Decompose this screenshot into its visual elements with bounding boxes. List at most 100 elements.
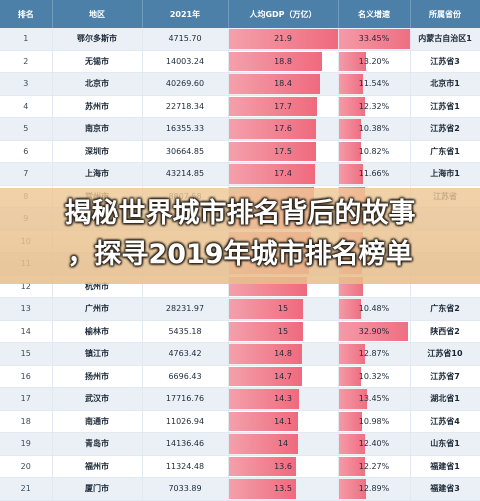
growth-cell-bar <box>338 411 362 431</box>
growth-cell-value: 32.90% <box>358 326 390 336</box>
per-capita-gdp-cell: 18.4 <box>228 72 339 96</box>
headline-text: 揭秘世界城市排名背后的故事 ，探寻2019年城市排名榜单 <box>0 193 480 275</box>
per-capita-gdp-cell-bar <box>228 389 300 409</box>
growth-cell-bar <box>338 389 367 409</box>
province-cell: 上海市1 <box>410 162 480 186</box>
growth-cell: 11.54% <box>338 72 411 96</box>
rank-cell: 6 <box>0 140 53 163</box>
table-row: 2 无锡市 14003.24 18.8 13.20% 江苏省3 <box>0 50 480 73</box>
growth-cell-value: 12.32% <box>358 101 390 111</box>
per-capita-gdp-cell-value: 14 <box>277 439 289 449</box>
per-capita-gdp-cell-bar <box>228 141 316 161</box>
table-row: 4 苏州市 22718.34 17.7 12.32% 江苏省1 <box>0 95 480 118</box>
gdp2021-cell: 28231.97 <box>142 297 229 321</box>
growth-cell-bar <box>338 164 364 184</box>
growth-cell-value: 11.66% <box>358 169 390 179</box>
gdp2021-cell: 14136.46 <box>142 432 229 456</box>
province-cell: 北京市1 <box>410 72 480 96</box>
growth-cell-bar <box>338 366 361 386</box>
province-cell: 江苏省10 <box>410 342 480 366</box>
per-capita-gdp-cell-value: 14.3 <box>274 394 292 404</box>
gdp2021-cell: 4715.70 <box>142 28 229 51</box>
rank-cell: 19 <box>0 432 53 456</box>
province-cell: 广东省2 <box>410 297 480 321</box>
growth-cell-bar <box>338 141 362 161</box>
per-capita-gdp-cell: 14.1 <box>228 410 339 433</box>
city-cell: 上海市 <box>52 162 143 186</box>
header-per-capita-gdp: 人均GDP（万亿） <box>228 0 339 28</box>
rank-cell: 20 <box>0 455 53 478</box>
province-cell: 江苏省7 <box>410 365 480 388</box>
growth-cell-value: 10.82% <box>358 146 390 156</box>
city-cell: 榆林市 <box>52 320 143 343</box>
growth-cell-value: 33.45% <box>358 34 390 44</box>
city-cell: 苏州市 <box>52 95 143 118</box>
growth-cell: 13.20% <box>338 50 411 73</box>
table-row: 5 南京市 16355.33 17.6 10.38% 江苏省2 <box>0 117 480 141</box>
city-cell: 青岛市 <box>52 432 143 456</box>
gdp2021-cell: 6696.43 <box>142 365 229 388</box>
growth-cell-bar <box>338 29 410 49</box>
per-capita-gdp-cell: 17.5 <box>228 140 339 163</box>
table-row: 3 北京市 40269.60 18.4 11.54% 北京市1 <box>0 72 480 96</box>
growth-cell-value: 10.38% <box>358 124 390 134</box>
rank-cell: 21 <box>0 477 53 501</box>
per-capita-gdp-cell: 14.3 <box>228 387 339 411</box>
per-capita-gdp-cell-value: 15 <box>277 304 289 314</box>
rank-cell: 4 <box>0 95 53 118</box>
gdp2021-cell: 14003.24 <box>142 50 229 73</box>
per-capita-gdp-cell-value: 17.5 <box>274 146 292 156</box>
city-cell: 镇江市 <box>52 342 143 366</box>
per-capita-gdp-cell-value: 17.4 <box>274 169 292 179</box>
rank-cell: 15 <box>0 342 53 366</box>
table-row: 21 厦门市 7033.89 13.5 12.89% 福建省3 <box>0 477 480 501</box>
growth-cell-value: 12.27% <box>358 461 390 471</box>
per-capita-gdp-cell: 14.8 <box>228 342 339 366</box>
growth-cell: 12.40% <box>338 432 411 456</box>
province-cell: 湖北省1 <box>410 387 480 411</box>
growth-cell-bar <box>338 96 365 116</box>
growth-cell: 10.98% <box>338 410 411 433</box>
table-row: 15 镇江市 4763.42 14.8 12.87% 江苏省10 <box>0 342 480 366</box>
per-capita-gdp-cell: 17.7 <box>228 95 339 118</box>
province-cell: 江苏省1 <box>410 95 480 118</box>
per-capita-gdp-cell: 21.9 <box>228 28 339 51</box>
rank-cell: 14 <box>0 320 53 343</box>
province-cell: 江苏省3 <box>410 50 480 73</box>
growth-cell-value: 13.45% <box>358 394 390 404</box>
per-capita-gdp-cell-value: 15 <box>277 326 289 336</box>
per-capita-gdp-cell-bar <box>228 344 302 364</box>
city-cell: 鄂尔多斯市 <box>52 28 143 51</box>
city-cell: 厦门市 <box>52 477 143 501</box>
per-capita-gdp-cell-bar <box>228 411 299 431</box>
headline-line-2: ，探寻2019年城市排名榜单 <box>67 239 413 270</box>
growth-cell-value: 10.32% <box>358 371 390 381</box>
headline-line-1: 揭秘世界城市排名背后的故事 <box>64 198 416 229</box>
table-row: 19 青岛市 14136.46 14 12.40% 山东省1 <box>0 432 480 456</box>
growth-cell-bar <box>338 51 367 71</box>
table-row: 1 鄂尔多斯市 4715.70 21.9 33.45% 内蒙古自治区1 <box>0 28 480 51</box>
header-rank: 排名 <box>0 0 53 28</box>
growth-cell-value: 10.48% <box>358 304 390 314</box>
gdp2021-cell: 16355.33 <box>142 117 229 141</box>
table-row: 6 深圳市 30664.85 17.5 10.82% 广东省1 <box>0 140 480 163</box>
city-cell: 南通市 <box>52 410 143 433</box>
city-cell: 扬州市 <box>52 365 143 388</box>
rank-cell: 1 <box>0 28 53 51</box>
growth-cell-value: 13.20% <box>358 56 390 66</box>
table-row: 20 福州市 11324.48 13.6 12.27% 福建省1 <box>0 455 480 478</box>
gdp2021-cell: 40269.60 <box>142 72 229 96</box>
rank-cell: 16 <box>0 365 53 388</box>
growth-cell: 13.45% <box>338 387 411 411</box>
growth-cell: 10.82% <box>338 140 411 163</box>
per-capita-gdp-cell-value: 18.4 <box>274 79 292 89</box>
per-capita-gdp-cell-bar <box>228 164 315 184</box>
table-row: 17 武汉市 17716.76 14.3 13.45% 湖北省1 <box>0 387 480 411</box>
growth-cell-bar <box>338 299 361 319</box>
province-cell: 广东省1 <box>410 140 480 163</box>
growth-cell-value: 11.54% <box>358 79 390 89</box>
province-cell: 江苏省2 <box>410 117 480 141</box>
gdp2021-cell: 43214.85 <box>142 162 229 186</box>
per-capita-gdp-cell: 17.6 <box>228 117 339 141</box>
growth-cell: 10.48% <box>338 297 411 321</box>
